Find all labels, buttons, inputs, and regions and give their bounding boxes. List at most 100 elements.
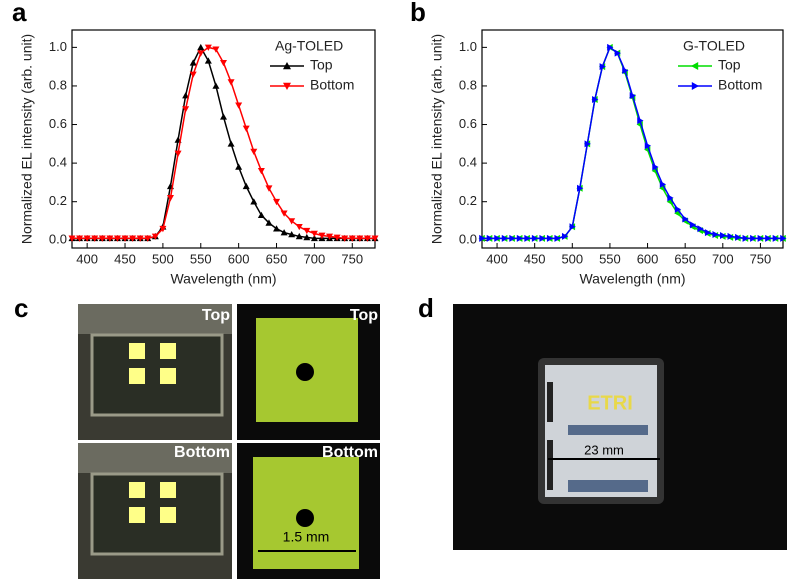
data-point — [644, 142, 652, 150]
data-point — [136, 235, 144, 242]
x-tick-label: 550 — [599, 251, 621, 266]
x-axis-title: Wavelength (nm) — [579, 271, 685, 287]
data-point — [189, 59, 197, 66]
data-point — [182, 92, 190, 99]
data-point — [212, 82, 220, 89]
y-tick-label: 0.4 — [459, 155, 477, 170]
legend-label: Top — [310, 57, 333, 73]
data-point — [197, 50, 205, 57]
x-tick-label: 600 — [637, 251, 659, 266]
data-point — [303, 227, 311, 235]
legend-label: Bottom — [310, 77, 354, 93]
plot-frame — [481, 29, 784, 249]
data-point — [772, 234, 779, 242]
data-point — [113, 235, 121, 242]
photo-c: Top Top Bottom Bottom 1.5 mm — [78, 304, 380, 579]
data-point — [757, 234, 764, 242]
data-point — [318, 232, 326, 239]
data-point — [479, 234, 486, 242]
data-point — [577, 184, 584, 192]
legend-title: G-TOLED — [683, 38, 745, 54]
data-point — [341, 235, 349, 242]
data-point — [174, 150, 182, 157]
y-tick-label: 0.8 — [459, 77, 477, 92]
photo-label: Bottom — [322, 444, 378, 461]
data-point — [197, 43, 205, 51]
data-point — [295, 232, 303, 240]
data-point — [76, 235, 84, 242]
x-tick-label: 450 — [524, 251, 546, 266]
data-point — [727, 232, 734, 240]
legend-label: Top — [718, 57, 741, 73]
data-point — [486, 234, 494, 242]
data-point — [348, 235, 356, 242]
data-point — [288, 218, 296, 225]
x-tick-label: 700 — [712, 251, 734, 266]
x-tick-label: 550 — [190, 251, 212, 266]
x-tick-label: 450 — [114, 251, 136, 266]
y-tick-label: 0.6 — [49, 116, 67, 131]
data-point — [704, 229, 712, 237]
data-point — [273, 225, 281, 232]
data-point — [652, 163, 659, 171]
data-point — [659, 180, 667, 188]
data-point — [227, 140, 235, 147]
data-point — [280, 210, 288, 217]
panel-label: a — [12, 0, 27, 27]
data-point — [295, 223, 303, 231]
photo-label: Bottom — [174, 444, 230, 461]
data-point — [356, 235, 364, 242]
data-point — [106, 235, 114, 242]
data-point — [242, 125, 250, 132]
data-point — [524, 234, 531, 242]
data-point — [250, 148, 258, 156]
data-point — [220, 113, 227, 120]
data-point — [780, 234, 787, 242]
x-tick-label: 700 — [304, 251, 326, 266]
data-point — [569, 223, 576, 231]
x-tick-label: 650 — [266, 251, 288, 266]
data-point — [363, 235, 371, 242]
data-point — [546, 234, 554, 242]
data-point — [682, 215, 689, 223]
x-tick-label: 750 — [750, 251, 772, 266]
data-point — [697, 225, 704, 233]
legend-marker — [691, 62, 699, 70]
data-point — [166, 195, 174, 202]
data-point — [273, 198, 281, 206]
data-point — [554, 234, 561, 242]
data-point — [742, 234, 749, 242]
data-point — [257, 168, 265, 175]
data-point — [637, 117, 644, 125]
x-tick-label: 500 — [561, 251, 583, 266]
y-tick-label: 0.4 — [49, 155, 67, 170]
x-axis-title: Wavelength (nm) — [170, 271, 276, 287]
data-point — [674, 205, 682, 213]
data-point — [750, 234, 757, 242]
x-tick-label: 400 — [486, 251, 508, 266]
data-point — [129, 235, 137, 242]
data-point — [288, 230, 296, 238]
x-tick-label: 750 — [341, 251, 363, 266]
legend-marker — [283, 82, 291, 90]
data-point — [310, 230, 318, 238]
data-point — [265, 185, 273, 192]
data-point — [310, 234, 318, 242]
legend-label: Bottom — [718, 77, 762, 93]
data-point — [592, 95, 599, 103]
data-point — [235, 102, 243, 109]
x-tick-label: 500 — [152, 251, 174, 266]
legend-marker — [691, 82, 699, 90]
data-point — [220, 59, 227, 67]
x-tick-label: 400 — [76, 251, 98, 266]
data-point — [98, 235, 106, 242]
data-point — [212, 46, 220, 53]
data-point — [68, 235, 76, 242]
data-point — [501, 234, 509, 242]
data-point — [333, 234, 341, 241]
y-tick-label: 1.0 — [49, 39, 67, 54]
photo-d: ETRI 23 mm — [453, 304, 787, 550]
y-tick-label: 0.0 — [459, 232, 477, 247]
data-point — [712, 230, 719, 238]
x-tick-label: 600 — [228, 251, 250, 266]
